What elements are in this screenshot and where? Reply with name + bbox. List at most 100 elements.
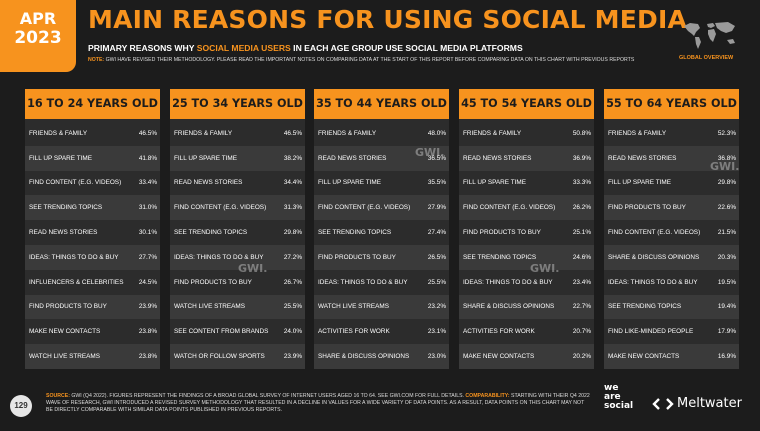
reason-row: FILL UP SPARE TIME 29.8% — [604, 171, 739, 196]
reason-value: 23.1% — [427, 328, 446, 336]
reason-row: SEE TRENDING TOPICS 19.4% — [604, 294, 739, 320]
reason-row: SHARE & DISCUSS OPINIONS 22.7% — [459, 294, 594, 320]
age-group-column: 45 TO 54 YEARS OLD FRIENDS & FAMILY 50.8% R… — [459, 89, 594, 369]
reason-value: 20.2% — [572, 353, 591, 361]
subtitle-post: IN EACH AGE GROUP USE SOCIAL MEDIA PLATF… — [290, 43, 523, 53]
reason-row: MAKE NEW CONTACTS 23.8% — [25, 319, 160, 344]
reason-label: MAKE NEW CONTACTS — [29, 328, 101, 336]
logo-line-social: social — [604, 401, 634, 411]
age-group-header: 35 TO 44 YEARS OLD — [314, 89, 449, 119]
we-are-social-logo: we are social — [604, 384, 633, 411]
reason-row: FRIENDS & FAMILY 52.3% — [604, 121, 739, 146]
reason-value: 22.7% — [572, 303, 591, 311]
logo-line-are: are — [604, 392, 621, 402]
reason-value: 24.6% — [572, 253, 591, 261]
reason-label: FILL UP SPARE TIME — [174, 154, 237, 162]
reason-label: FIND PRODUCTS TO BUY — [29, 303, 107, 311]
reason-value: 26.5% — [427, 253, 446, 261]
reason-value: 46.5% — [138, 129, 157, 137]
reason-label: IDEAS: THINGS TO DO & BUY — [29, 253, 119, 261]
reason-row: ACTIVITIES FOR WORK 20.7% — [459, 319, 594, 344]
reason-row: WATCH LIVE STREAMS 23.2% — [314, 294, 449, 320]
reason-row: IDEAS: THINGS TO DO & BUY 19.5% — [604, 270, 739, 295]
reason-row: FIND CONTENT (E.G. VIDEOS) 27.9% — [314, 195, 449, 221]
reason-value: 48.0% — [427, 129, 446, 137]
reason-row: FRIENDS & FAMILY 46.5% — [25, 121, 160, 146]
reason-value: 46.5% — [283, 129, 302, 137]
reason-label: FIND LIKE-MINDED PEOPLE — [608, 328, 694, 336]
meltwater-logo: Meltwater — [652, 396, 742, 411]
reason-row: SHARE & DISCUSS OPINIONS 20.3% — [604, 244, 739, 270]
source-label: SOURCE: — [46, 393, 70, 399]
reason-label: FIND PRODUCTS TO BUY — [174, 278, 252, 286]
reason-row: WATCH LIVE STREAMS 25.5% — [170, 294, 305, 320]
reason-row: FIND LIKE-MINDED PEOPLE 17.9% — [604, 319, 739, 344]
reason-value: 27.2% — [283, 253, 302, 261]
reason-label: SEE TRENDING TOPICS — [608, 303, 682, 311]
watermark-gwi: GWI. — [238, 262, 268, 275]
reason-row: FIND CONTENT (E.G. VIDEOS) 26.2% — [459, 195, 594, 221]
reason-value: 52.3% — [717, 129, 736, 137]
reason-value: 19.4% — [717, 303, 736, 311]
reason-value: 20.3% — [717, 253, 736, 261]
reason-row: FIND PRODUCTS TO BUY 23.9% — [25, 294, 160, 320]
comparability-label: COMPARABILITY: — [465, 393, 510, 399]
logo-line-we: we — [604, 383, 619, 393]
reason-value: 36.8% — [717, 154, 736, 162]
subtitle-pre: PRIMARY REASONS WHY — [88, 43, 197, 53]
reason-row: FILL UP SPARE TIME 33.3% — [459, 171, 594, 196]
reason-label: FILL UP SPARE TIME — [318, 179, 381, 187]
watermark-gwi: GWI. — [415, 146, 445, 159]
reason-row: READ NEWS STORIES 36.5% — [314, 145, 449, 171]
page-number: 129 — [10, 395, 32, 417]
reason-label: SHARE & DISCUSS OPINIONS — [608, 253, 700, 261]
reason-row: FIND PRODUCTS TO BUY 25.1% — [459, 220, 594, 245]
reason-value: 31.3% — [283, 204, 302, 212]
reason-row: READ NEWS STORIES 36.9% — [459, 145, 594, 171]
reason-row: SEE TRENDING TOPICS 31.0% — [25, 195, 160, 221]
reason-label: READ NEWS STORIES — [463, 154, 532, 162]
reason-label: ACTIVITIES FOR WORK — [463, 328, 535, 336]
reason-row: FRIENDS & FAMILY 48.0% — [314, 121, 449, 146]
source-note: SOURCE: GWI (Q4 2022). FIGURES REPRESENT… — [46, 393, 591, 414]
watermark-gwi: GWI. — [530, 262, 560, 275]
reason-row: FRIENDS & FAMILY 46.5% — [170, 121, 305, 146]
reason-value: 26.2% — [572, 204, 591, 212]
reason-label: READ NEWS STORIES — [29, 229, 98, 237]
reason-label: FRIENDS & FAMILY — [29, 129, 88, 137]
age-group-header: 55 TO 64 YEARS OLD — [604, 89, 739, 119]
reason-value: 22.6% — [717, 204, 736, 212]
reason-value: 35.5% — [427, 179, 446, 187]
reason-value: 23.8% — [138, 353, 157, 361]
reason-row: SEE CONTENT FROM BRANDS 24.0% — [170, 319, 305, 344]
age-group-column: 25 TO 34 YEARS OLD FRIENDS & FAMILY 46.5% F… — [170, 89, 305, 369]
reason-value: 24.5% — [138, 278, 157, 286]
reason-value: 23.9% — [138, 303, 157, 311]
age-group-column: 55 TO 64 YEARS OLD FRIENDS & FAMILY 52.3% R… — [604, 89, 739, 369]
reason-label: READ NEWS STORIES — [318, 154, 387, 162]
badge-month: APR — [19, 9, 57, 28]
reason-row: FILL UP SPARE TIME 38.2% — [170, 145, 305, 171]
reason-label: MAKE NEW CONTACTS — [463, 353, 535, 361]
reason-label: READ NEWS STORIES — [608, 154, 677, 162]
reason-label: MAKE NEW CONTACTS — [608, 353, 680, 361]
reason-value: 27.4% — [427, 229, 446, 237]
reason-label: IDEAS: THINGS TO DO & BUY — [318, 278, 408, 286]
reason-label: FRIENDS & FAMILY — [174, 129, 233, 137]
reason-label: WATCH LIVE STREAMS — [174, 303, 246, 311]
reason-value: 33.4% — [138, 179, 157, 187]
reason-label: READ NEWS STORIES — [174, 179, 243, 187]
reason-value: 25.5% — [283, 303, 302, 311]
date-badge: APR 2023 — [0, 0, 76, 72]
comparability-text: STARTING WITH THEIR Q4 2022 WAVE OF RESE… — [46, 393, 590, 413]
reason-label: FIND CONTENT (E.G. VIDEOS) — [318, 204, 411, 212]
reason-row: ACTIVITIES FOR WORK 23.1% — [314, 319, 449, 344]
reason-value: 27.7% — [138, 253, 157, 261]
reason-value: 33.3% — [572, 179, 591, 187]
reason-value: 50.8% — [572, 129, 591, 137]
reason-value: 25.1% — [572, 229, 591, 237]
reason-value: 29.8% — [283, 229, 302, 237]
reason-row: FIND PRODUCTS TO BUY 22.6% — [604, 195, 739, 221]
reason-value: 23.4% — [572, 278, 591, 286]
reason-row: MAKE NEW CONTACTS 20.2% — [459, 344, 594, 369]
